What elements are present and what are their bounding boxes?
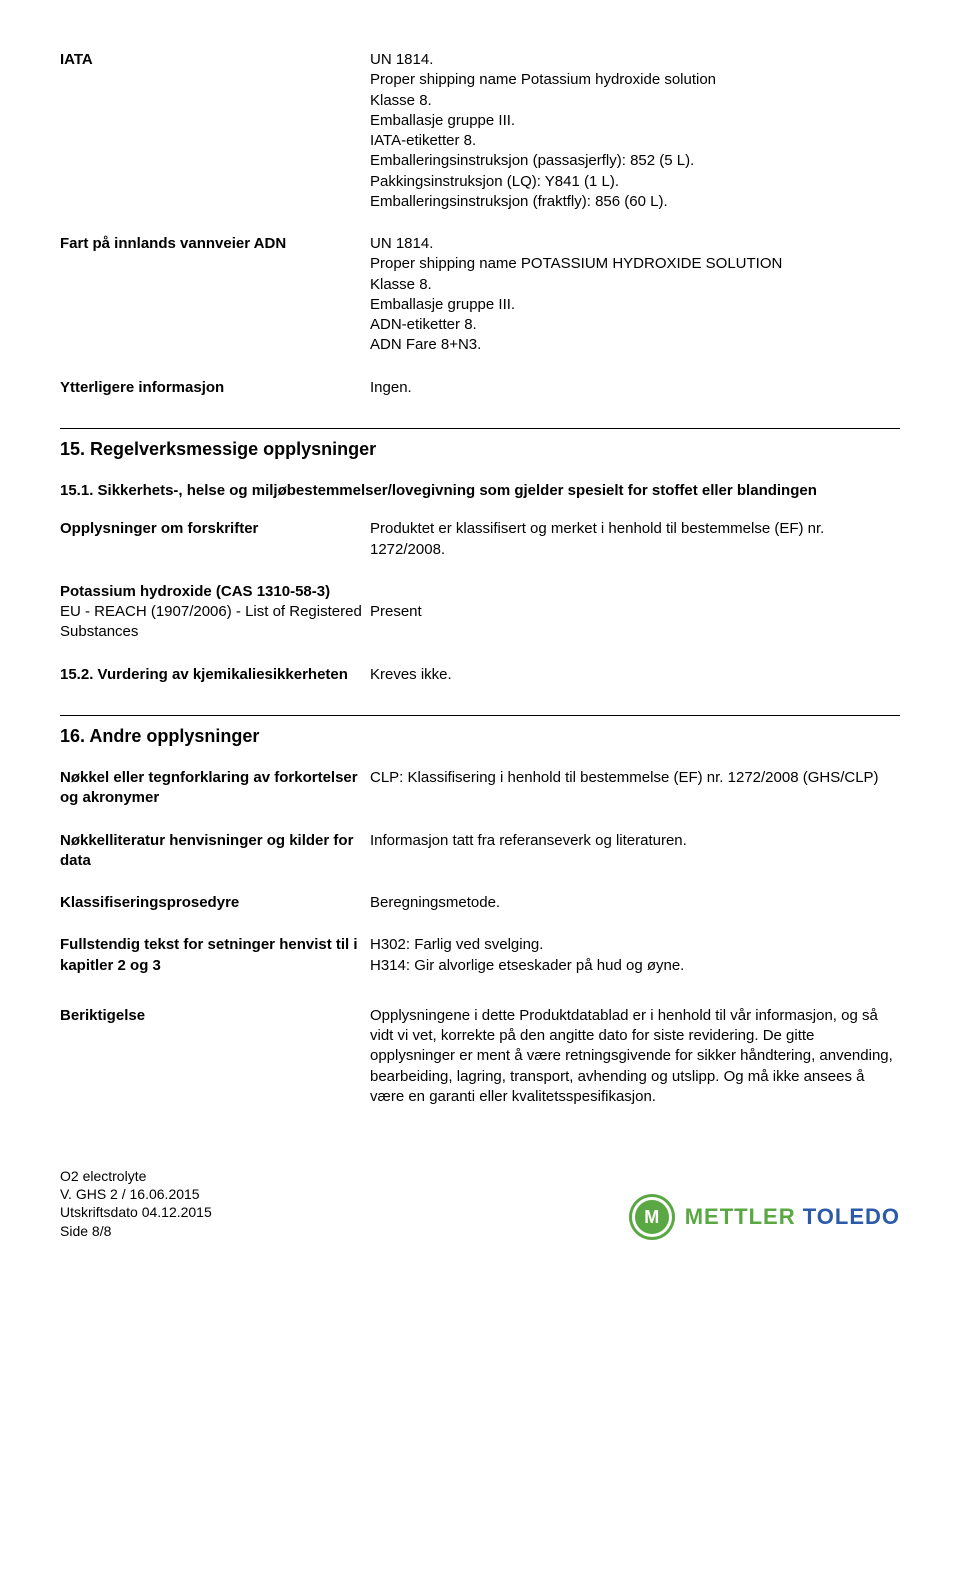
ytterligere-label: Ytterligere informasjon	[60, 378, 370, 398]
key-row: Nøkkel eller tegnforklaring av forkortel…	[60, 768, 900, 809]
cas-header: Potassium hydroxide (CAS 1310-58-3)	[60, 582, 900, 602]
footer-page: Side 8/8	[60, 1222, 212, 1240]
klass-row: Klassifiseringsprosedyre Beregningsmetod…	[60, 893, 900, 913]
key-label: Nøkkel eller tegnforklaring av forkortel…	[60, 768, 370, 809]
reach-label: EU - REACH (1907/2006) - List of Registe…	[60, 602, 370, 643]
footer-product: O2 electrolyte	[60, 1167, 212, 1185]
logo-circle-icon: M	[629, 1194, 675, 1240]
ytterligere-text: Ingen.	[370, 378, 900, 398]
page-footer: O2 electrolyte V. GHS 2 / 16.06.2015 Uts…	[60, 1167, 900, 1240]
klass-label: Klassifiseringsprosedyre	[60, 893, 370, 913]
section-15-2-row: 15.2. Vurdering av kjemikaliesikkerheten…	[60, 665, 900, 685]
adn-label: Fart på innlands vannveier ADN	[60, 234, 370, 356]
full-text-row: Fullstendig tekst for setninger henvist …	[60, 935, 900, 976]
ytterligere-row: Ytterligere informasjon Ingen.	[60, 378, 900, 398]
section-16-rule	[60, 715, 900, 716]
lit-value: Informasjon tatt fra referanseverk og li…	[370, 831, 900, 872]
beriktigelse-row: Beriktigelse Opplysningene i dette Produ…	[60, 1006, 900, 1107]
iata-text: UN 1814. Proper shipping name Potassium …	[370, 50, 900, 212]
full-text-value: H302: Farlig ved svelging. H314: Gir alv…	[370, 935, 900, 976]
logo-wordmark: METTLER TOLEDO	[685, 1202, 900, 1232]
footer-print-date: Utskriftsdato 04.12.2015	[60, 1203, 212, 1221]
iata-row: IATA UN 1814. Proper shipping name Potas…	[60, 50, 900, 212]
section-15-title: 15. Regelverksmessige opplysninger	[60, 437, 900, 461]
adn-row: Fart på innlands vannveier ADN UN 1814. …	[60, 234, 900, 356]
footer-version: V. GHS 2 / 16.06.2015	[60, 1185, 212, 1203]
logo-word-mettler: METTLER	[685, 1204, 796, 1229]
forskrifter-label: Opplysninger om forskrifter	[60, 519, 370, 560]
beriktigelse-label: Beriktigelse	[60, 1006, 370, 1107]
section-15-1-heading: 15.1. Sikkerhets-, helse og miljøbestemm…	[60, 481, 900, 501]
logo-glyph: M	[644, 1205, 659, 1229]
lit-row: Nøkkelliteratur henvisninger og kilder f…	[60, 831, 900, 872]
forskrifter-text: Produktet er klassifisert og merket i he…	[370, 519, 900, 560]
brand-logo: M METTLER TOLEDO	[629, 1194, 900, 1240]
section-15-2-label: 15.2. Vurdering av kjemikaliesikkerheten	[60, 665, 370, 685]
logo-word-toledo: TOLEDO	[803, 1204, 900, 1229]
reach-value: Present	[370, 602, 900, 643]
section-15-2-value: Kreves ikke.	[370, 665, 900, 685]
section-16-title: 16. Andre opplysninger	[60, 724, 900, 748]
reach-row: EU - REACH (1907/2006) - List of Registe…	[60, 602, 900, 643]
klass-value: Beregningsmetode.	[370, 893, 900, 913]
key-value: CLP: Klassifisering i henhold til bestem…	[370, 768, 900, 809]
adn-text: UN 1814. Proper shipping name POTASSIUM …	[370, 234, 900, 356]
forskrifter-row: Opplysninger om forskrifter Produktet er…	[60, 519, 900, 560]
iata-label: IATA	[60, 50, 370, 212]
beriktigelse-value: Opplysningene i dette Produktdatablad er…	[370, 1006, 900, 1107]
footer-meta: O2 electrolyte V. GHS 2 / 16.06.2015 Uts…	[60, 1167, 212, 1240]
full-text-label: Fullstendig tekst for setninger henvist …	[60, 935, 370, 976]
lit-label: Nøkkelliteratur henvisninger og kilder f…	[60, 831, 370, 872]
section-15-rule	[60, 428, 900, 429]
